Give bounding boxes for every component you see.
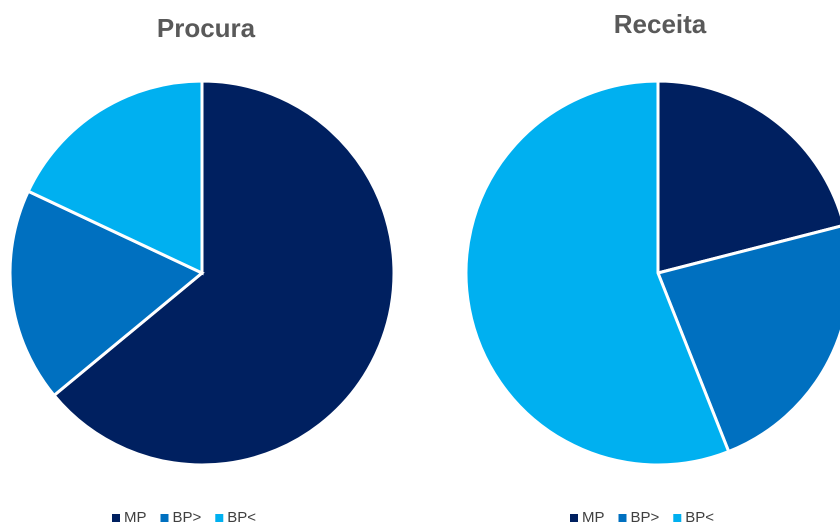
- legend-swatch: [673, 514, 682, 522]
- pie-slice: [8, 189, 205, 398]
- legend-swatch: [160, 514, 169, 522]
- pie-slice: [51, 79, 396, 467]
- legend-swatch: [215, 514, 224, 522]
- pie-slice: [464, 79, 731, 467]
- pie-slice: [656, 79, 840, 275]
- legend-label: BP>: [631, 509, 660, 526]
- legend-label: BP>: [173, 509, 202, 526]
- pie-slice: [26, 79, 204, 276]
- legend-label: MP: [582, 509, 605, 526]
- legend-swatch: [112, 514, 120, 522]
- legend-label: BP<: [685, 509, 714, 526]
- legend-label: MP: [124, 509, 147, 526]
- legend-swatch: [570, 514, 578, 522]
- chart-title: Procura: [157, 13, 256, 43]
- legend-swatch: [618, 514, 627, 522]
- chart-title: Receita: [614, 9, 707, 39]
- pie-slice: [655, 224, 840, 454]
- legend-label: BP<: [227, 509, 256, 526]
